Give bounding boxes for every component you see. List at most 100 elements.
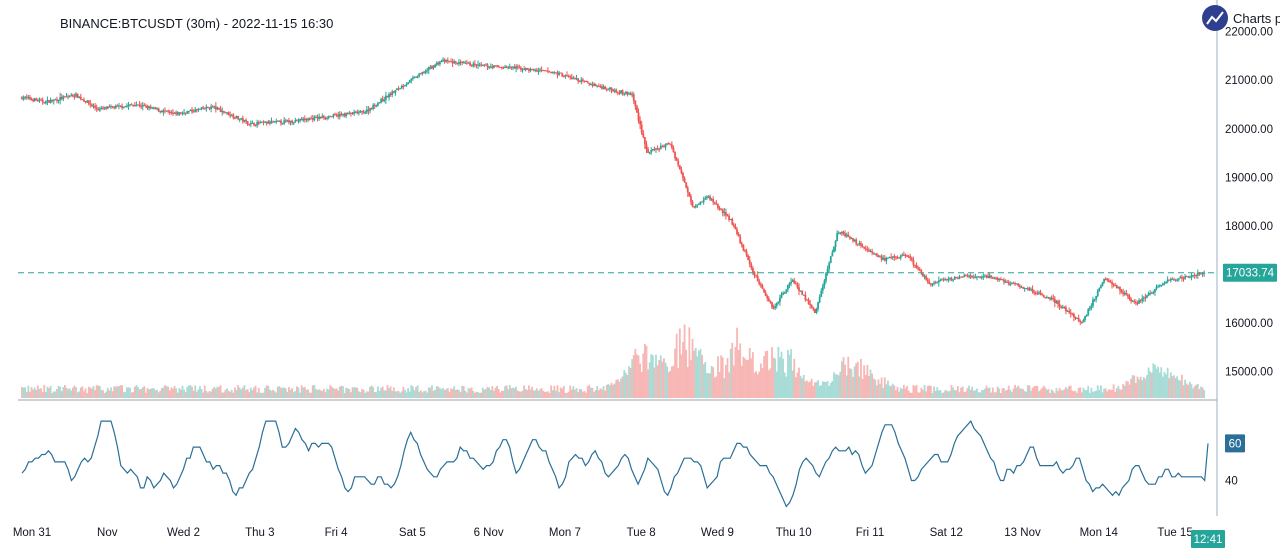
indicator-value-tag: 60: [1225, 434, 1245, 453]
candle-body: [775, 303, 778, 307]
candle-body: [119, 105, 122, 107]
volume-bar: [491, 386, 494, 398]
candle-body: [686, 187, 689, 193]
volume-bar: [381, 386, 384, 398]
volume-bar: [825, 382, 827, 398]
candle-body: [767, 298, 770, 301]
volume-bar: [118, 386, 120, 398]
candle-body: [21, 97, 23, 99]
candle-body: [812, 307, 815, 310]
volume-bar: [353, 387, 355, 398]
volume-bar: [512, 387, 514, 398]
volume-bar: [1092, 391, 1094, 398]
volume-bar: [318, 389, 321, 398]
volume-bar: [845, 375, 848, 398]
candle-body: [280, 120, 282, 124]
candle-body: [699, 201, 702, 204]
candle-body: [534, 69, 537, 71]
volume-bar: [24, 387, 27, 398]
volume-bar: [289, 389, 292, 398]
volume-bar: [1009, 389, 1012, 398]
candle-body: [1025, 288, 1028, 290]
volume-bar: [48, 388, 50, 398]
volume-bar: [914, 386, 916, 398]
volume-bar: [558, 392, 560, 398]
candle-body: [224, 112, 227, 114]
volume-bar: [456, 389, 459, 398]
volume-bar: [564, 392, 567, 398]
volume-bar: [21, 387, 23, 398]
volume-bar: [235, 390, 238, 398]
candle-body: [396, 88, 398, 90]
volume-bar: [431, 385, 433, 398]
volume-bar: [272, 389, 274, 398]
candle-body: [24, 96, 27, 99]
candle-body: [1003, 280, 1005, 283]
candle-body: [40, 99, 42, 101]
candle-body: [89, 103, 92, 105]
candle-body: [1030, 289, 1032, 291]
volume-bar: [847, 356, 850, 398]
candle-body: [718, 207, 721, 210]
candle-body: [850, 238, 853, 240]
candle-body: [1157, 286, 1160, 288]
candle-body: [852, 238, 854, 242]
candle-body: [1177, 278, 1180, 280]
volume-bar: [952, 387, 955, 398]
volume-bar: [483, 389, 486, 398]
volume-bar: [434, 389, 437, 398]
candle-body: [572, 78, 575, 80]
svg-text:12:41: 12:41: [1194, 534, 1223, 546]
candle-body: [577, 78, 580, 82]
candle-body: [810, 305, 813, 308]
volume-bar: [243, 385, 246, 398]
volume-bar: [241, 387, 244, 398]
candle-body: [702, 199, 705, 203]
volume-bar: [979, 392, 982, 398]
volume-bar: [65, 387, 68, 398]
volume-bar: [278, 386, 281, 398]
volume-bar: [116, 386, 119, 398]
candle-body: [372, 104, 375, 109]
volume-bar: [520, 391, 522, 398]
volume-bar: [893, 385, 896, 398]
volume-bar: [354, 387, 357, 398]
volume-bar: [184, 392, 187, 398]
candle-body: [486, 64, 489, 68]
candle-body: [310, 118, 313, 120]
volume-bar: [1049, 393, 1051, 398]
volume-bar: [1063, 389, 1066, 398]
volume-bar: [51, 393, 54, 398]
candle-body: [30, 99, 33, 101]
volume-bar: [338, 386, 341, 398]
volume-bar: [977, 392, 980, 398]
volume-bar: [329, 385, 332, 398]
candle-body: [51, 99, 54, 101]
candle-body: [1142, 297, 1145, 299]
volume-bar: [791, 370, 794, 398]
candle-body: [388, 93, 390, 98]
volume-bar: [562, 386, 565, 398]
volume-bar: [928, 385, 931, 398]
brand-logo[interactable]: Charts p: [1202, 5, 1280, 31]
volume-bar: [127, 387, 130, 398]
candle-body: [1171, 278, 1174, 280]
candle-body: [222, 111, 225, 113]
candle-body: [709, 196, 711, 200]
time-tick-label: Sat 5: [399, 527, 426, 539]
candle-body: [564, 75, 567, 77]
candle-body: [520, 67, 522, 70]
candle-body: [891, 256, 894, 258]
candle-body: [256, 122, 259, 126]
volume-bar: [890, 386, 893, 398]
candle-body: [961, 276, 964, 278]
candle-body: [725, 212, 727, 216]
volume-bar: [910, 392, 913, 398]
candle-body: [847, 234, 850, 237]
volume-bar: [70, 390, 73, 398]
volume-bar: [529, 389, 532, 398]
volume-bar: [108, 390, 111, 398]
candle-body: [108, 106, 111, 108]
volume-bar: [54, 391, 57, 398]
